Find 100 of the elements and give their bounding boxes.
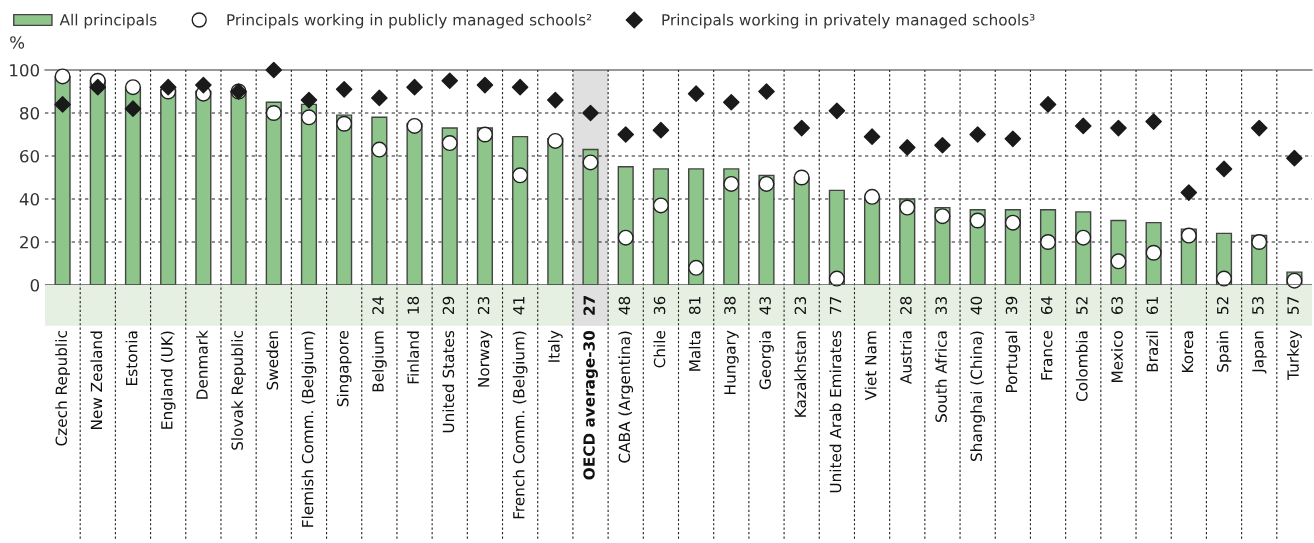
bar xyxy=(195,90,212,285)
x-tick-label: Portugal xyxy=(1005,331,1021,392)
point xyxy=(371,89,388,107)
x-tick-label: Hungary xyxy=(724,330,739,394)
x-tick-label: Japan xyxy=(1252,331,1267,374)
bar xyxy=(160,88,177,285)
x-tick-label: Spain xyxy=(1216,331,1232,372)
text: 18 xyxy=(407,296,419,314)
bar xyxy=(89,80,106,285)
point xyxy=(722,93,740,111)
text: 57 xyxy=(1287,297,1299,314)
point xyxy=(1040,234,1057,250)
text: 28 xyxy=(900,296,912,315)
y-tick-label: 20 xyxy=(20,235,40,249)
x-tick-label: Denmark xyxy=(195,330,208,399)
point xyxy=(969,212,986,229)
y-tick-label: 40 xyxy=(19,192,40,206)
point xyxy=(688,259,705,276)
x-tick-label: Georgia xyxy=(759,331,774,390)
bar xyxy=(54,75,71,285)
bar xyxy=(582,148,599,285)
text: 43 xyxy=(759,296,771,315)
x-tick-label: England (UK) xyxy=(160,331,176,429)
point xyxy=(336,115,353,132)
x-tick-label: OECD average-30 xyxy=(583,330,598,480)
point xyxy=(617,229,634,246)
text: 40 xyxy=(970,296,983,315)
x-tick-label: Colombia xyxy=(1075,331,1088,402)
text: 27 xyxy=(583,296,595,315)
point xyxy=(89,78,107,96)
bar xyxy=(371,116,388,285)
point xyxy=(476,76,494,94)
legend-label: Principals working in privately managed schools³ xyxy=(662,13,1035,29)
x-tick-label: Brazil xyxy=(1146,331,1159,372)
text: 41 xyxy=(513,297,525,315)
bar xyxy=(476,127,494,285)
text: 63 xyxy=(1111,296,1123,315)
point xyxy=(793,119,810,137)
x-tick-label: Slovak Republic xyxy=(231,331,246,450)
bar xyxy=(793,176,810,285)
point xyxy=(863,128,881,145)
legend-label: Principals working in publicly managed schools² xyxy=(227,13,592,29)
point xyxy=(864,188,881,205)
point xyxy=(335,81,353,98)
point xyxy=(1004,214,1021,231)
bar xyxy=(300,103,318,285)
point xyxy=(758,83,775,100)
text: 52 xyxy=(1216,297,1229,314)
x-tick-label: Sweden xyxy=(266,331,279,390)
point xyxy=(1075,229,1092,246)
point xyxy=(899,199,916,216)
point xyxy=(1251,234,1268,250)
point xyxy=(582,104,599,122)
y-tick-label: 0 xyxy=(30,278,40,292)
point xyxy=(934,136,951,154)
x-tick-label: French Comm. (Belgium) xyxy=(512,331,528,519)
x-tick-label: United States xyxy=(442,330,455,433)
text: 33 xyxy=(935,296,947,314)
text: 38 xyxy=(724,296,736,314)
x-tick-label: Austria xyxy=(899,331,912,384)
point xyxy=(1180,227,1197,244)
text: 39 xyxy=(1005,296,1018,314)
x-tick-label: United Arab Emirates xyxy=(829,330,842,493)
point xyxy=(1110,119,1127,137)
x-tick-label: South Africa xyxy=(935,331,947,422)
point xyxy=(476,126,493,143)
bar xyxy=(863,196,881,285)
x-tick-label: Singapore xyxy=(336,330,352,407)
point xyxy=(195,76,212,94)
point xyxy=(1110,253,1127,270)
bar xyxy=(336,114,353,285)
point xyxy=(441,135,458,152)
y-tick-label: 100 xyxy=(10,63,40,77)
point xyxy=(687,85,705,102)
point xyxy=(1215,160,1233,178)
point xyxy=(617,126,635,143)
point xyxy=(1286,149,1303,167)
text: 52 xyxy=(1076,297,1088,314)
point xyxy=(1180,184,1198,201)
x-tick-label: CABA (Argentina) xyxy=(618,331,634,463)
bar xyxy=(230,90,247,285)
bar xyxy=(512,135,529,285)
point xyxy=(300,109,317,126)
point xyxy=(828,102,846,120)
bar xyxy=(265,101,282,285)
point xyxy=(934,208,951,225)
x-tick-label: Kazakhstan xyxy=(794,331,807,417)
point xyxy=(1145,113,1162,130)
point xyxy=(793,169,810,186)
point xyxy=(1250,119,1268,137)
x-tick-label: Malta xyxy=(688,331,701,371)
x-tick-label: Viet Nam xyxy=(864,331,877,401)
bar xyxy=(547,138,564,285)
point xyxy=(406,117,423,134)
point xyxy=(969,126,986,143)
x-tick-label: New Zealand xyxy=(90,331,103,430)
point xyxy=(406,78,423,96)
point xyxy=(547,91,564,109)
point xyxy=(441,72,459,90)
text: 77 xyxy=(829,297,842,314)
